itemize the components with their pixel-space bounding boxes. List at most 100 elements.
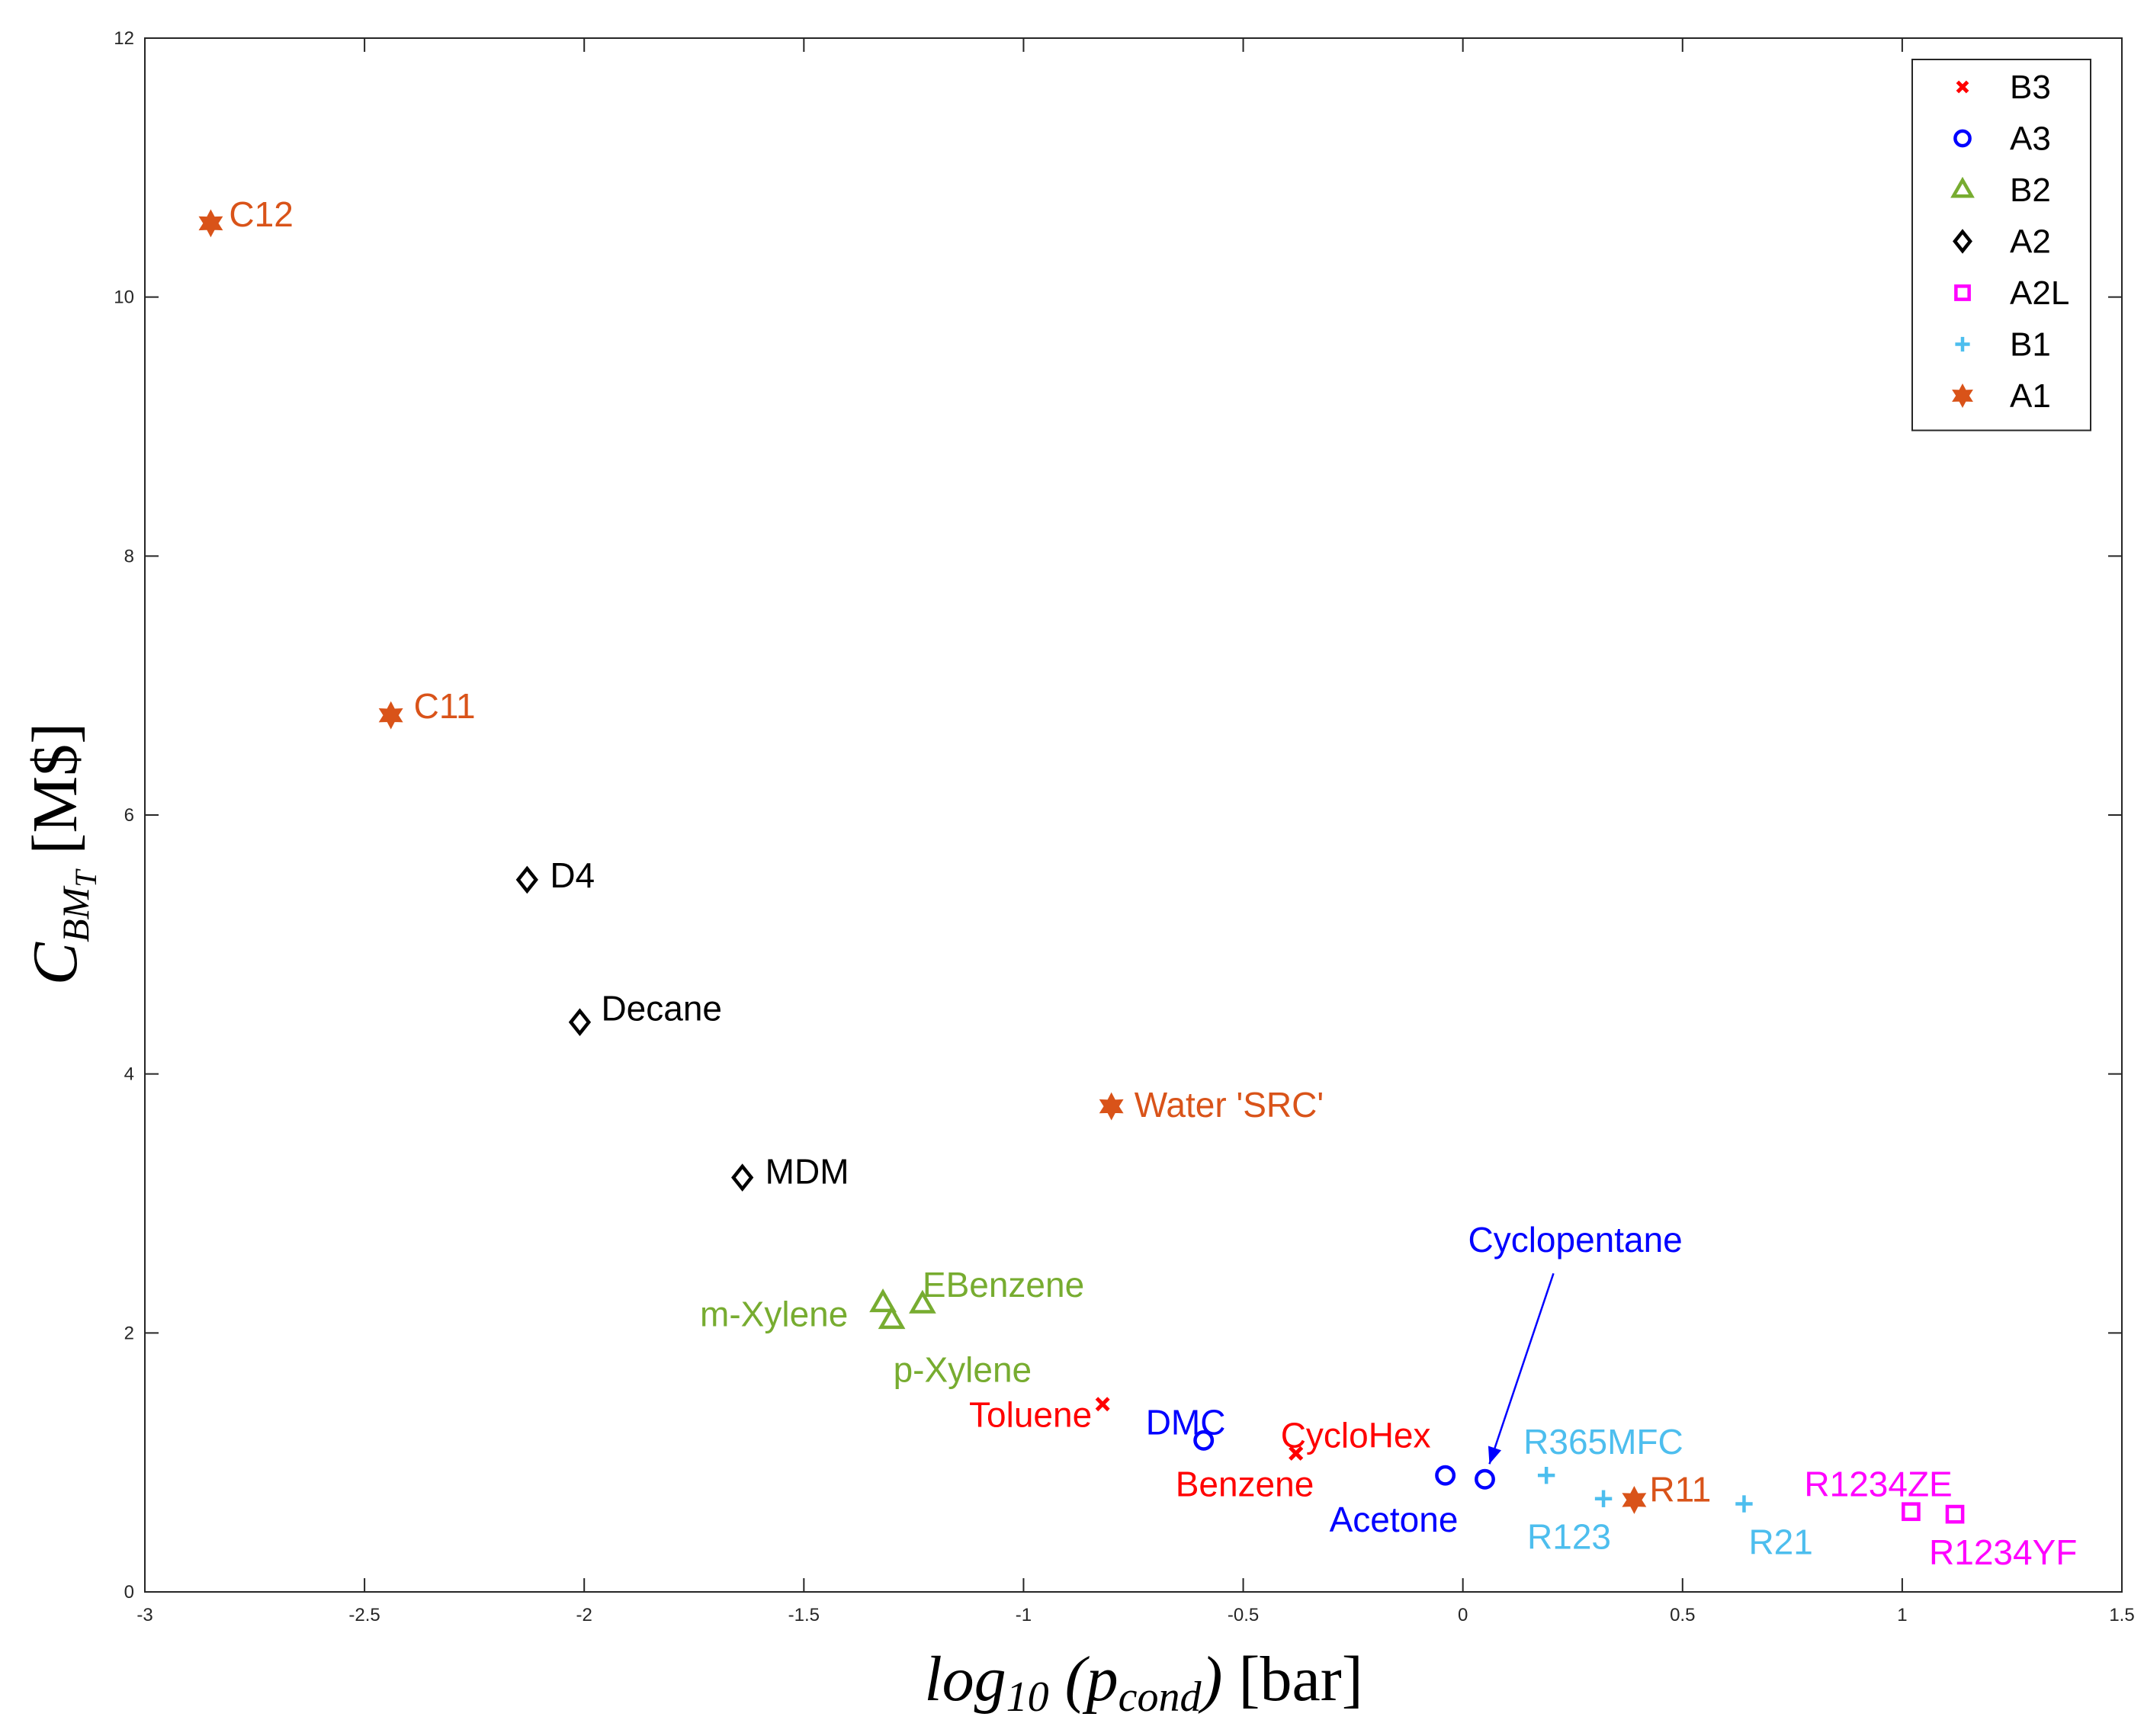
point-a3 [1193, 1430, 1215, 1451]
point-label: R365MFC [1523, 1422, 1683, 1462]
point-label: Acetone [1330, 1500, 1459, 1539]
point-a3 [1475, 1468, 1495, 1490]
marker-shape [1945, 1504, 1965, 1524]
point-label: Toluene [969, 1395, 1092, 1435]
point-label: EBenzene [923, 1265, 1084, 1304]
x-tick-label: 0 [1458, 1605, 1468, 1625]
marker-shape [1952, 383, 1973, 408]
legend-box [1911, 59, 2091, 432]
marker-shape [515, 865, 538, 894]
point-label: Decane [601, 989, 722, 1028]
marker-shape [731, 1163, 754, 1192]
y-tick-label: 8 [124, 546, 134, 566]
x-tick-label: 0.5 [1670, 1605, 1695, 1625]
point-a3 [1435, 1465, 1456, 1486]
point-label: D4 [550, 855, 595, 895]
annotation-arrow-head [1488, 1446, 1502, 1465]
legend-marker [1953, 229, 1972, 254]
point-a2l [1902, 1502, 1921, 1522]
legend-entry-label: B2 [2010, 172, 2051, 209]
x-axis-title: log10 (pcond) [bar] [924, 1644, 1362, 1721]
point-label: R11 [1649, 1469, 1711, 1509]
x-tick-label: -2.5 [348, 1605, 380, 1625]
point-a1 [198, 209, 223, 238]
legend-marker [1956, 80, 1969, 94]
point-b3 [1289, 1446, 1304, 1461]
legend-marker [1952, 383, 1973, 408]
x-tick-label: 1.5 [2109, 1605, 2134, 1625]
point-a1 [1099, 1092, 1124, 1121]
y-axis-title: CBMT [M$] [20, 723, 103, 985]
marker-shape [378, 701, 403, 730]
marker-shape [1953, 129, 1972, 148]
point-a2l [1945, 1504, 1965, 1524]
x-tick-label: 1 [1897, 1605, 1907, 1625]
point-label: p-Xylene [894, 1349, 1032, 1389]
marker-shape [1622, 1485, 1647, 1514]
point-a1 [378, 701, 403, 730]
plot-area [144, 37, 2123, 1593]
legend-entry-label: A1 [2010, 377, 2051, 415]
point-label: DMC [1146, 1402, 1226, 1442]
marker-shape [1475, 1468, 1495, 1490]
legend-entry-label: A3 [2010, 120, 2051, 158]
point-b2 [878, 1305, 906, 1330]
point-a1 [1622, 1485, 1647, 1514]
x-tick-label: -2 [576, 1605, 592, 1625]
point-b1 [1537, 1466, 1555, 1484]
legend-entry-label: B3 [2010, 69, 2051, 106]
annotation-arrow-line [1488, 1272, 1555, 1465]
point-label: MDM [765, 1152, 849, 1192]
marker-shape [1902, 1502, 1921, 1522]
point-label: Water 'SRC' [1135, 1085, 1324, 1125]
y-tick-label: 0 [124, 1582, 134, 1603]
point-label: R1234YF [1929, 1532, 2077, 1572]
y-tick-label: 4 [124, 1064, 134, 1085]
legend-marker [1950, 176, 1975, 198]
x-tick-label: -0.5 [1228, 1605, 1259, 1625]
marker-shape [1954, 284, 1971, 301]
legend-marker [1953, 129, 1972, 148]
x-tick-label: -1 [1016, 1605, 1032, 1625]
point-label: CycloHex [1281, 1415, 1431, 1455]
point-label: C12 [229, 194, 293, 234]
y-tick-label: 12 [114, 28, 134, 49]
marker-shape [1193, 1430, 1215, 1451]
marker-shape [1950, 176, 1975, 198]
point-label: C11 [414, 686, 476, 726]
marker-shape [869, 1288, 897, 1313]
y-tick-label: 2 [124, 1323, 134, 1343]
legend-entry-label: A2L [2010, 274, 2069, 312]
point-label: R123 [1527, 1517, 1611, 1557]
point-label: R21 [1748, 1523, 1812, 1562]
marker-shape [878, 1305, 906, 1330]
point-label: Benzene [1176, 1464, 1314, 1503]
y-tick-label: 6 [124, 805, 134, 826]
point-a2 [515, 865, 538, 894]
point-b1 [1735, 1495, 1753, 1513]
marker-shape [568, 1008, 592, 1037]
legend-entry-label: A2 [2010, 223, 2051, 261]
point-label: Cyclopentane [1468, 1220, 1682, 1259]
point-labels: Toluene CycloHex Benzene DMC Acetone Cyclopen… [229, 194, 2077, 1572]
data-points [198, 209, 1965, 1524]
y-tick-label: 10 [114, 287, 134, 308]
legend: B3 A3 B2 A2 A2L B1 A1 [1911, 59, 2091, 432]
marker-shape [1099, 1092, 1124, 1121]
marker-shape [1435, 1465, 1456, 1486]
marker-stroke [1095, 1397, 1110, 1412]
point-label: m-Xylene [700, 1294, 848, 1333]
legend-entry-label: B1 [2010, 326, 2051, 364]
marker-shape [909, 1289, 936, 1314]
x-tick-label: -1.5 [788, 1605, 820, 1625]
marker-stroke [1956, 80, 1969, 94]
point-b1 [1594, 1490, 1613, 1507]
marker-stroke [1289, 1446, 1304, 1461]
plot-frame [144, 37, 2123, 1593]
x-tick-label: -3 [136, 1605, 152, 1625]
point-a2 [731, 1163, 754, 1192]
legend-marker [1955, 336, 1970, 352]
legend-marker [1954, 284, 1971, 301]
point-label: R1234ZE [1804, 1465, 1952, 1504]
